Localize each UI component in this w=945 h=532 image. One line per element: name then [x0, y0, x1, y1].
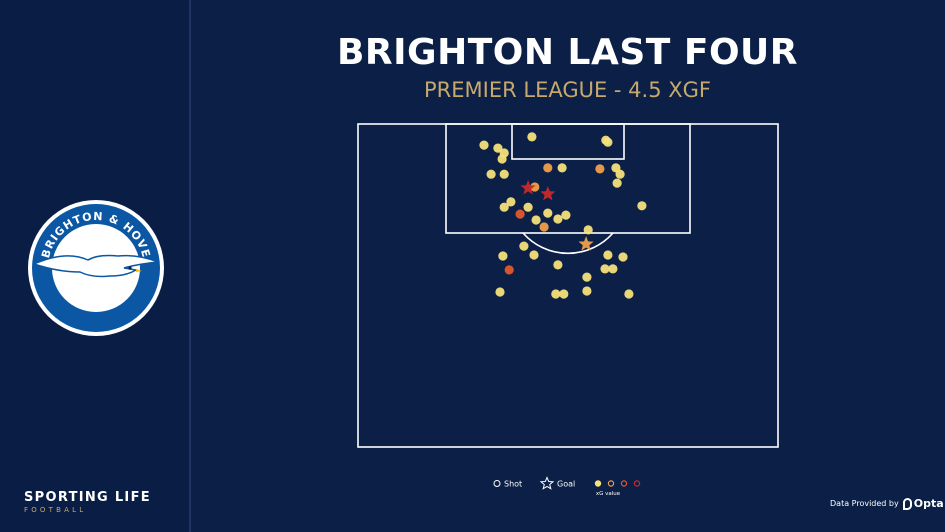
- shot-point: [551, 289, 561, 299]
- shot-point: [499, 202, 509, 212]
- goal-point: [578, 236, 594, 251]
- shot-point: [612, 178, 622, 188]
- legend-xg-swatch: [607, 480, 615, 487]
- legend-xg-swatch: [594, 480, 602, 487]
- shot-point: [499, 169, 509, 179]
- shot-point: [583, 225, 593, 235]
- shot-point: [531, 215, 541, 225]
- shot-point: [486, 169, 496, 179]
- brighton-crest-logo: BRIGHTON & HOVE ALBION: [28, 200, 164, 336]
- shot-point: [504, 265, 514, 275]
- six-yard-box: [511, 123, 625, 160]
- brand-sub: FOOTBALL: [24, 506, 87, 514]
- shot-point: [495, 287, 505, 297]
- legend-xg-scale: [594, 480, 641, 487]
- shot-point: [595, 164, 605, 174]
- legend-shot-label: Shot: [504, 480, 522, 489]
- chart-subtitle: PREMIER LEAGUE - 4.5 XGF: [424, 78, 711, 102]
- legend: Shot Goal xG value: [493, 476, 641, 497]
- provider-text: Data Provided by: [830, 499, 899, 508]
- seagull-icon: [31, 254, 159, 278]
- shot-point: [557, 163, 567, 173]
- shot-point: [561, 210, 571, 220]
- shot-point: [493, 143, 503, 153]
- pitch-lines: [357, 123, 779, 448]
- shot-point: [615, 169, 625, 179]
- shot-point: [618, 252, 628, 262]
- shot-point: [582, 272, 592, 282]
- shot-point: [553, 260, 563, 270]
- data-provider: Data Provided by Opta: [830, 497, 944, 510]
- opta-logo: Opta: [902, 497, 944, 510]
- shot-point: [624, 289, 634, 299]
- brand-name: SPORTING LIFE: [24, 490, 151, 505]
- shot-point: [530, 182, 540, 192]
- legend-shot-marker: [493, 480, 501, 487]
- shot-point: [529, 250, 539, 260]
- legend-goal-marker: [539, 476, 555, 490]
- shot-point: [637, 201, 647, 211]
- legend-xg-swatch: [620, 480, 628, 487]
- shot-point: [479, 140, 489, 150]
- shot-point: [559, 289, 569, 299]
- shot-point: [553, 214, 563, 224]
- shot-point: [506, 197, 516, 207]
- shot-point: [603, 250, 613, 260]
- shot-point: [527, 132, 537, 142]
- shot-point: [523, 202, 533, 212]
- shot-point: [582, 286, 592, 296]
- shot-point: [543, 163, 553, 173]
- shot-point: [519, 241, 529, 251]
- pitch-outline: [357, 123, 779, 448]
- shot-point: [497, 154, 507, 164]
- goal-point: [540, 186, 556, 201]
- goal-point: [520, 180, 536, 195]
- chart-title: BRIGHTON LAST FOUR: [336, 32, 799, 73]
- shot-points: [479, 132, 647, 299]
- shot-point: [498, 251, 508, 261]
- shot-point: [539, 222, 549, 232]
- shot-point: [515, 209, 525, 219]
- opta-icon: [902, 497, 912, 510]
- sidebar: BRIGHTON & HOVE ALBION SPORTING LIFE FOO…: [0, 0, 191, 532]
- shot-point: [600, 264, 610, 274]
- sporting-life-logo: SPORTING LIFE FOOTBALL: [24, 490, 151, 514]
- crest-bottom-text: ALBION: [70, 294, 122, 313]
- legend-goal-label: Goal: [557, 480, 575, 489]
- penalty-arc: [522, 232, 614, 255]
- provider-name: Opta: [913, 497, 944, 510]
- svg-text:ALBION: ALBION: [70, 294, 123, 313]
- legend-xg-swatch: [633, 480, 641, 487]
- legend-xg-label: xG value: [596, 491, 621, 497]
- shot-point: [603, 137, 613, 147]
- shot-point: [608, 264, 618, 274]
- shot-point: [543, 208, 553, 218]
